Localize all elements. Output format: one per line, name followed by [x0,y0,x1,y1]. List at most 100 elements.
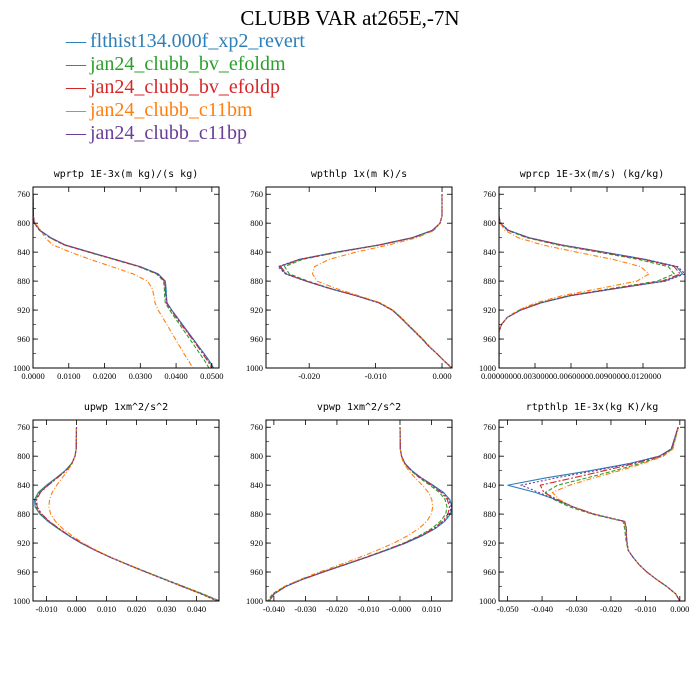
panel-title: upwp 1xm^2/s^2 [84,402,168,413]
panel-title: wprcp 1E-3x(m/s) (kg/kg) [520,169,665,180]
plot-frame [32,419,220,602]
x-tick-label: 0.0120000 [625,371,661,381]
x-tick-label: 0.040 [187,604,206,614]
series-line [268,427,451,601]
series-line [35,427,218,601]
legend-item: — jan24_clubb_bv_efoldp [66,76,305,99]
series-line [276,194,452,368]
series-line [499,194,682,368]
x-tick-label: -0.010 [36,604,58,614]
plot-frame [498,186,686,369]
series-line [544,427,681,601]
series-line [33,427,219,601]
panel-title: vpwp 1xm^2/s^2 [317,402,401,413]
y-tick-label: 840 [250,480,263,490]
x-tick-label: 0.020 [127,604,146,614]
series-line [279,194,452,368]
y-tick-label: 880 [483,276,496,286]
plot-frame [265,186,453,369]
x-tick-label: 0.0060000 [553,371,589,381]
x-tick-label: 0.0090000 [589,371,625,381]
series-line [34,427,219,601]
plot-frame [265,419,453,602]
legend-swatch: — [66,76,86,98]
x-tick-label: -0.020 [326,604,348,614]
y-tick-label: 760 [250,422,263,432]
chart-panel: wpthlp 1x(m K)/s 760 800 840 880 920 960 1000 -0… [246,169,453,381]
y-tick-label: 800 [483,218,496,228]
y-tick-label: 880 [483,509,496,519]
series-line [499,194,676,368]
x-tick-label: -0.020 [298,371,320,381]
y-tick-label: 920 [483,305,496,315]
x-tick-label: 0.0400 [164,371,187,381]
legend-label: jan24_clubb_bv_efoldp [90,76,280,98]
x-tick-label: -0.010 [357,604,379,614]
y-tick-label: 880 [17,509,30,519]
x-tick-label: -0.030 [566,604,588,614]
series-group [33,427,219,601]
y-tick-label: 1000 [13,363,30,373]
x-tick-label: 0.0000000 [481,371,517,381]
series-line [499,194,685,368]
series-group [33,194,215,368]
y-tick-label: 920 [250,538,263,548]
series-line [33,194,194,368]
series-group [499,194,685,368]
series-line [36,427,218,601]
series-line [268,427,452,601]
x-tick-label: 0.000 [432,371,451,381]
series-line [268,427,452,601]
series-line [499,194,650,368]
y-tick-label: 800 [17,451,30,461]
y-tick-label: 920 [483,538,496,548]
x-tick-label: 0.0500 [200,371,223,381]
x-tick-label: 0.010 [97,604,116,614]
x-tick-label: -0.010 [365,371,387,381]
series-group [507,427,681,601]
y-tick-label: 840 [250,247,263,257]
y-tick-label: 880 [17,276,30,286]
y-tick-label: 1000 [246,363,263,373]
panel-title: rtpthlp 1E-3x(kg K)/kg [526,402,658,413]
x-tick-label: -0.040 [531,604,553,614]
y-tick-label: 1000 [13,596,30,606]
legend-item: — jan24_clubb_c11bp [66,122,305,145]
y-tick-label: 800 [17,218,30,228]
y-tick-label: 840 [483,247,496,257]
legend-label: jan24_clubb_bv_efoldm [90,53,286,75]
y-tick-label: 800 [483,451,496,461]
chart-panel: wprcp 1E-3x(m/s) (kg/kg) 760 800 840 880 920 9… [479,169,686,381]
y-tick-label: 840 [17,247,30,257]
x-tick-label: 0.030 [157,604,176,614]
series-line [33,194,215,368]
x-tick-label: -0.000 [389,604,411,614]
series-line [519,427,681,601]
series-line [283,194,452,368]
y-tick-label: 960 [17,567,30,577]
x-tick-label: -0.010 [634,604,656,614]
chart-panel: vpwp 1xm^2/s^27608008408809209601000-0.0… [246,402,453,614]
x-tick-label: 0.000 [67,604,86,614]
series-line [33,194,214,368]
panel-title: wpthlp 1x(m K)/s [311,169,407,180]
legend-item: — jan24_clubb_bv_efoldm [66,53,305,76]
y-tick-label: 1000 [479,363,496,373]
y-tick-label: 840 [483,480,496,490]
page-title: CLUBB VAR at265E,-7N [240,6,460,30]
series-line [268,427,434,601]
x-tick-label: 0.0030000 [517,371,553,381]
y-tick-label: 1000 [246,596,263,606]
legend-label: jan24_clubb_c11bp [90,122,248,144]
x-tick-label: -0.040 [263,604,285,614]
x-tick-label: -0.030 [294,604,316,614]
legend-swatch: — [66,122,86,144]
y-tick-label: 920 [17,305,30,315]
x-tick-label: -0.050 [497,604,519,614]
y-tick-label: 1000 [479,596,496,606]
series-line [267,427,448,601]
series-line [539,427,681,601]
x-tick-label: 0.010 [422,604,441,614]
chart-panel: wprtp 1E-3x(m kg)/(s kg) 760 800 840 880 920 9… [13,169,224,381]
legend-label: jan24_clubb_c11bm [90,99,253,121]
